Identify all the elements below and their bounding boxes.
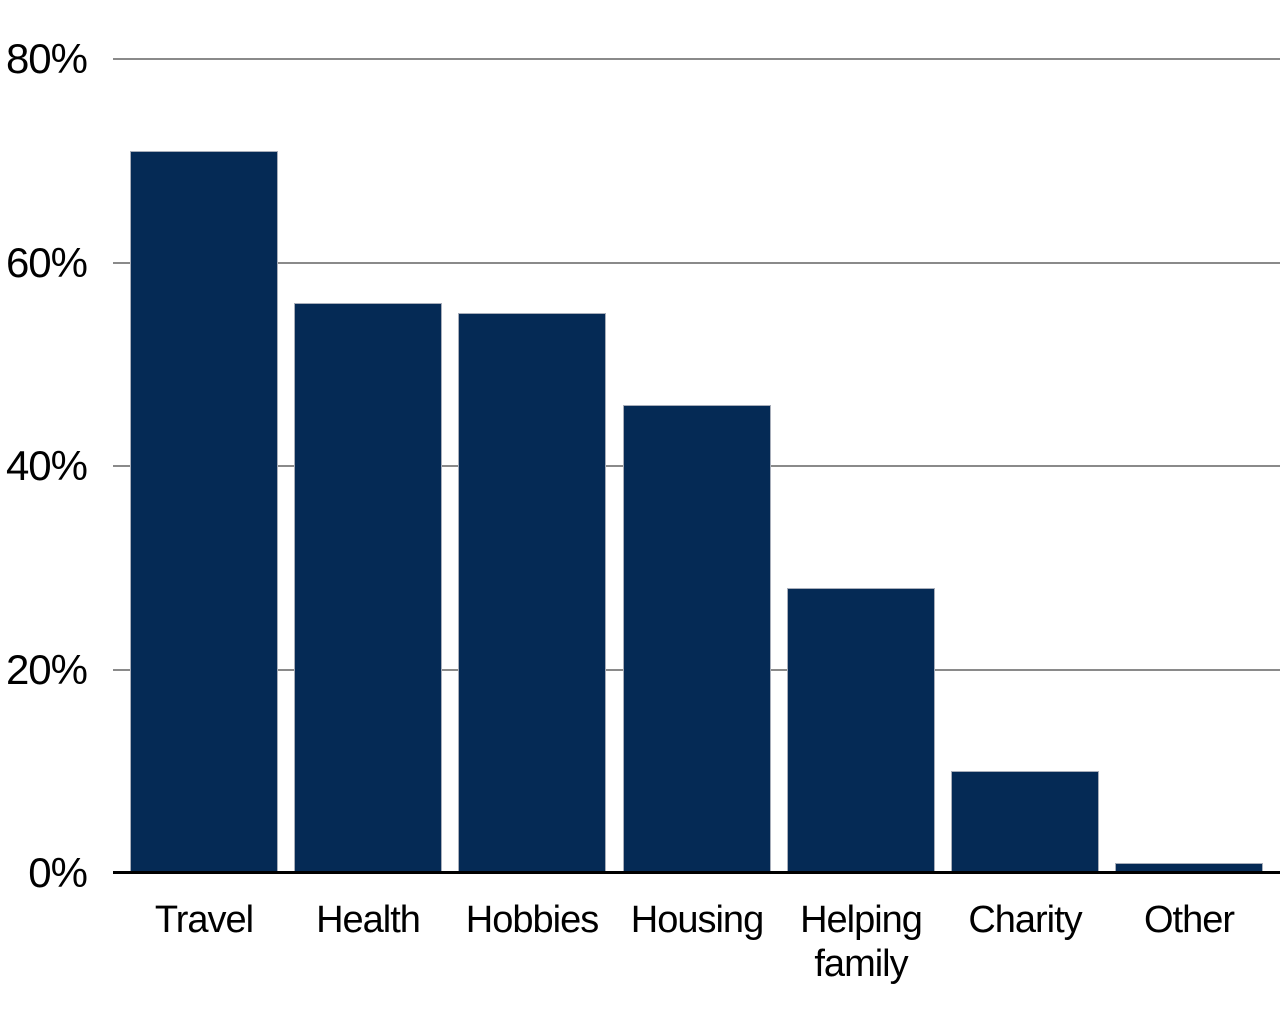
bar-health <box>294 303 442 873</box>
y-tick-label-80: 80% <box>5 35 88 82</box>
x-category-label-travel: Travel <box>154 899 254 941</box>
y-tick-label-0: 0% <box>28 849 88 896</box>
bar-housing <box>623 405 771 873</box>
x-category-label-other: Other <box>1143 899 1235 941</box>
bar-other <box>1115 863 1263 873</box>
bar-hobbies <box>458 313 606 873</box>
y-tick-label-60: 60% <box>5 238 88 286</box>
x-axis-baseline <box>113 871 1280 874</box>
x-category-label-health: Health <box>316 899 421 941</box>
x-category-label-charity: Charity <box>968 899 1082 941</box>
y-tick-label-20: 20% <box>5 645 88 693</box>
bar-travel <box>130 151 278 873</box>
gridline-80 <box>113 58 1280 60</box>
y-tick-label-40: 40% <box>5 442 88 489</box>
bar-charity <box>951 771 1099 873</box>
x-category-label-housing: Housing <box>630 899 764 941</box>
bar-helping-family <box>787 588 935 873</box>
gridline-60 <box>113 261 1280 264</box>
x-category-label-hobbies: Hobbies <box>465 899 599 941</box>
x-category-label-helping-family: Helping family <box>800 899 923 986</box>
